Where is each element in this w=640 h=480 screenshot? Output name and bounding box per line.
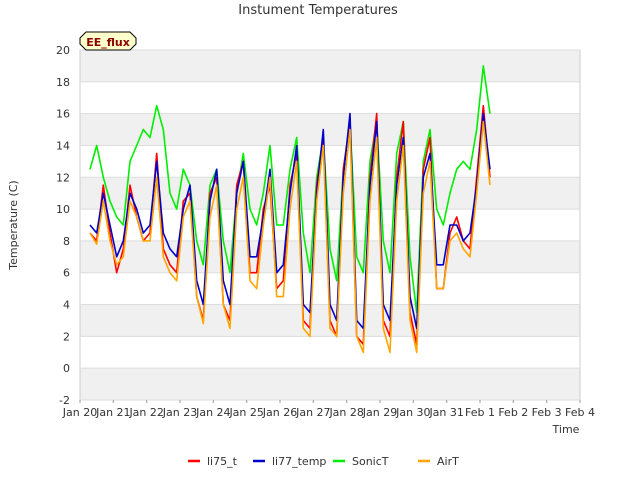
x-tick-label: Feb 2 — [498, 406, 528, 419]
y-tick-label: -2 — [59, 394, 70, 407]
y-tick-label: 20 — [56, 44, 70, 57]
series-line-li77-temp — [89, 112, 491, 330]
x-tick-label: Jan 29 — [362, 406, 397, 419]
x-tick-label: Jan 21 — [95, 406, 130, 419]
badge-box — [79, 31, 137, 51]
x-tick-label: Jan 30 — [395, 406, 430, 419]
x-tick-label: Feb 3 — [532, 406, 562, 419]
legend-item: li77_temp — [253, 455, 326, 468]
legend-item: AirT — [418, 455, 459, 468]
legend-label: SonicT — [352, 455, 389, 468]
x-tick-label: Jan 25 — [228, 406, 263, 419]
chart-badge: EE_flux — [79, 31, 137, 51]
y-tick-label: 18 — [56, 76, 70, 89]
x-tick-label: Jan 22 — [128, 406, 163, 419]
x-tick-label: Jan 20 — [62, 406, 97, 419]
y-tick-label: 4 — [63, 299, 70, 312]
legend-item: SonicT — [333, 455, 389, 468]
legend: li75_t li77_temp SonicT AirT — [188, 455, 459, 468]
y-tick-label: 0 — [63, 362, 70, 375]
plot-area-border — [79, 49, 581, 401]
x-tick-label: Jan 26 — [262, 406, 297, 419]
x-tick-label: Jan 24 — [195, 406, 230, 419]
series-line-airt — [89, 120, 491, 354]
y-gridlines — [80, 49, 580, 401]
legend-label: li75_t — [207, 455, 238, 468]
badge-label: EE_flux — [86, 36, 130, 49]
y-tick-label: 14 — [56, 139, 70, 152]
grid-band — [80, 113, 580, 146]
chart-title: Instument Temperatures — [238, 3, 398, 18]
y-axis-title: Temperature (C) — [7, 180, 20, 270]
legend-label: li77_temp — [272, 455, 326, 468]
legend-item: li75_t — [188, 455, 238, 468]
y-tick-label: 8 — [63, 235, 70, 248]
x-tick-label: Feb 4 — [565, 406, 595, 419]
series-line-sonict — [89, 65, 491, 314]
y-tick-label: 16 — [56, 108, 70, 121]
series-line-li75-t — [89, 104, 491, 346]
x-tick-label: Jan 23 — [162, 406, 197, 419]
x-tick-label: Jan 31 — [428, 406, 463, 419]
y-tick-label: 2 — [63, 330, 70, 343]
y-tick-label: 10 — [56, 203, 70, 216]
x-tick-label: Jan 27 — [295, 406, 330, 419]
series-layer — [89, 65, 491, 354]
y-tick-label: 12 — [56, 171, 70, 184]
x-axis-title: Time — [552, 423, 580, 436]
x-tick-label: Feb 1 — [465, 406, 495, 419]
grid-band — [80, 50, 580, 82]
legend-label: AirT — [437, 455, 459, 468]
grid-band — [80, 177, 580, 210]
x-tick-label: Jan 28 — [328, 406, 363, 419]
y-tick-label: 6 — [63, 267, 70, 280]
grid-bands — [80, 50, 580, 400]
y-axis-ticks: -2 0 2 4 6 8 10 12 14 16 18 20 — [56, 44, 70, 407]
grid-band — [80, 368, 580, 400]
